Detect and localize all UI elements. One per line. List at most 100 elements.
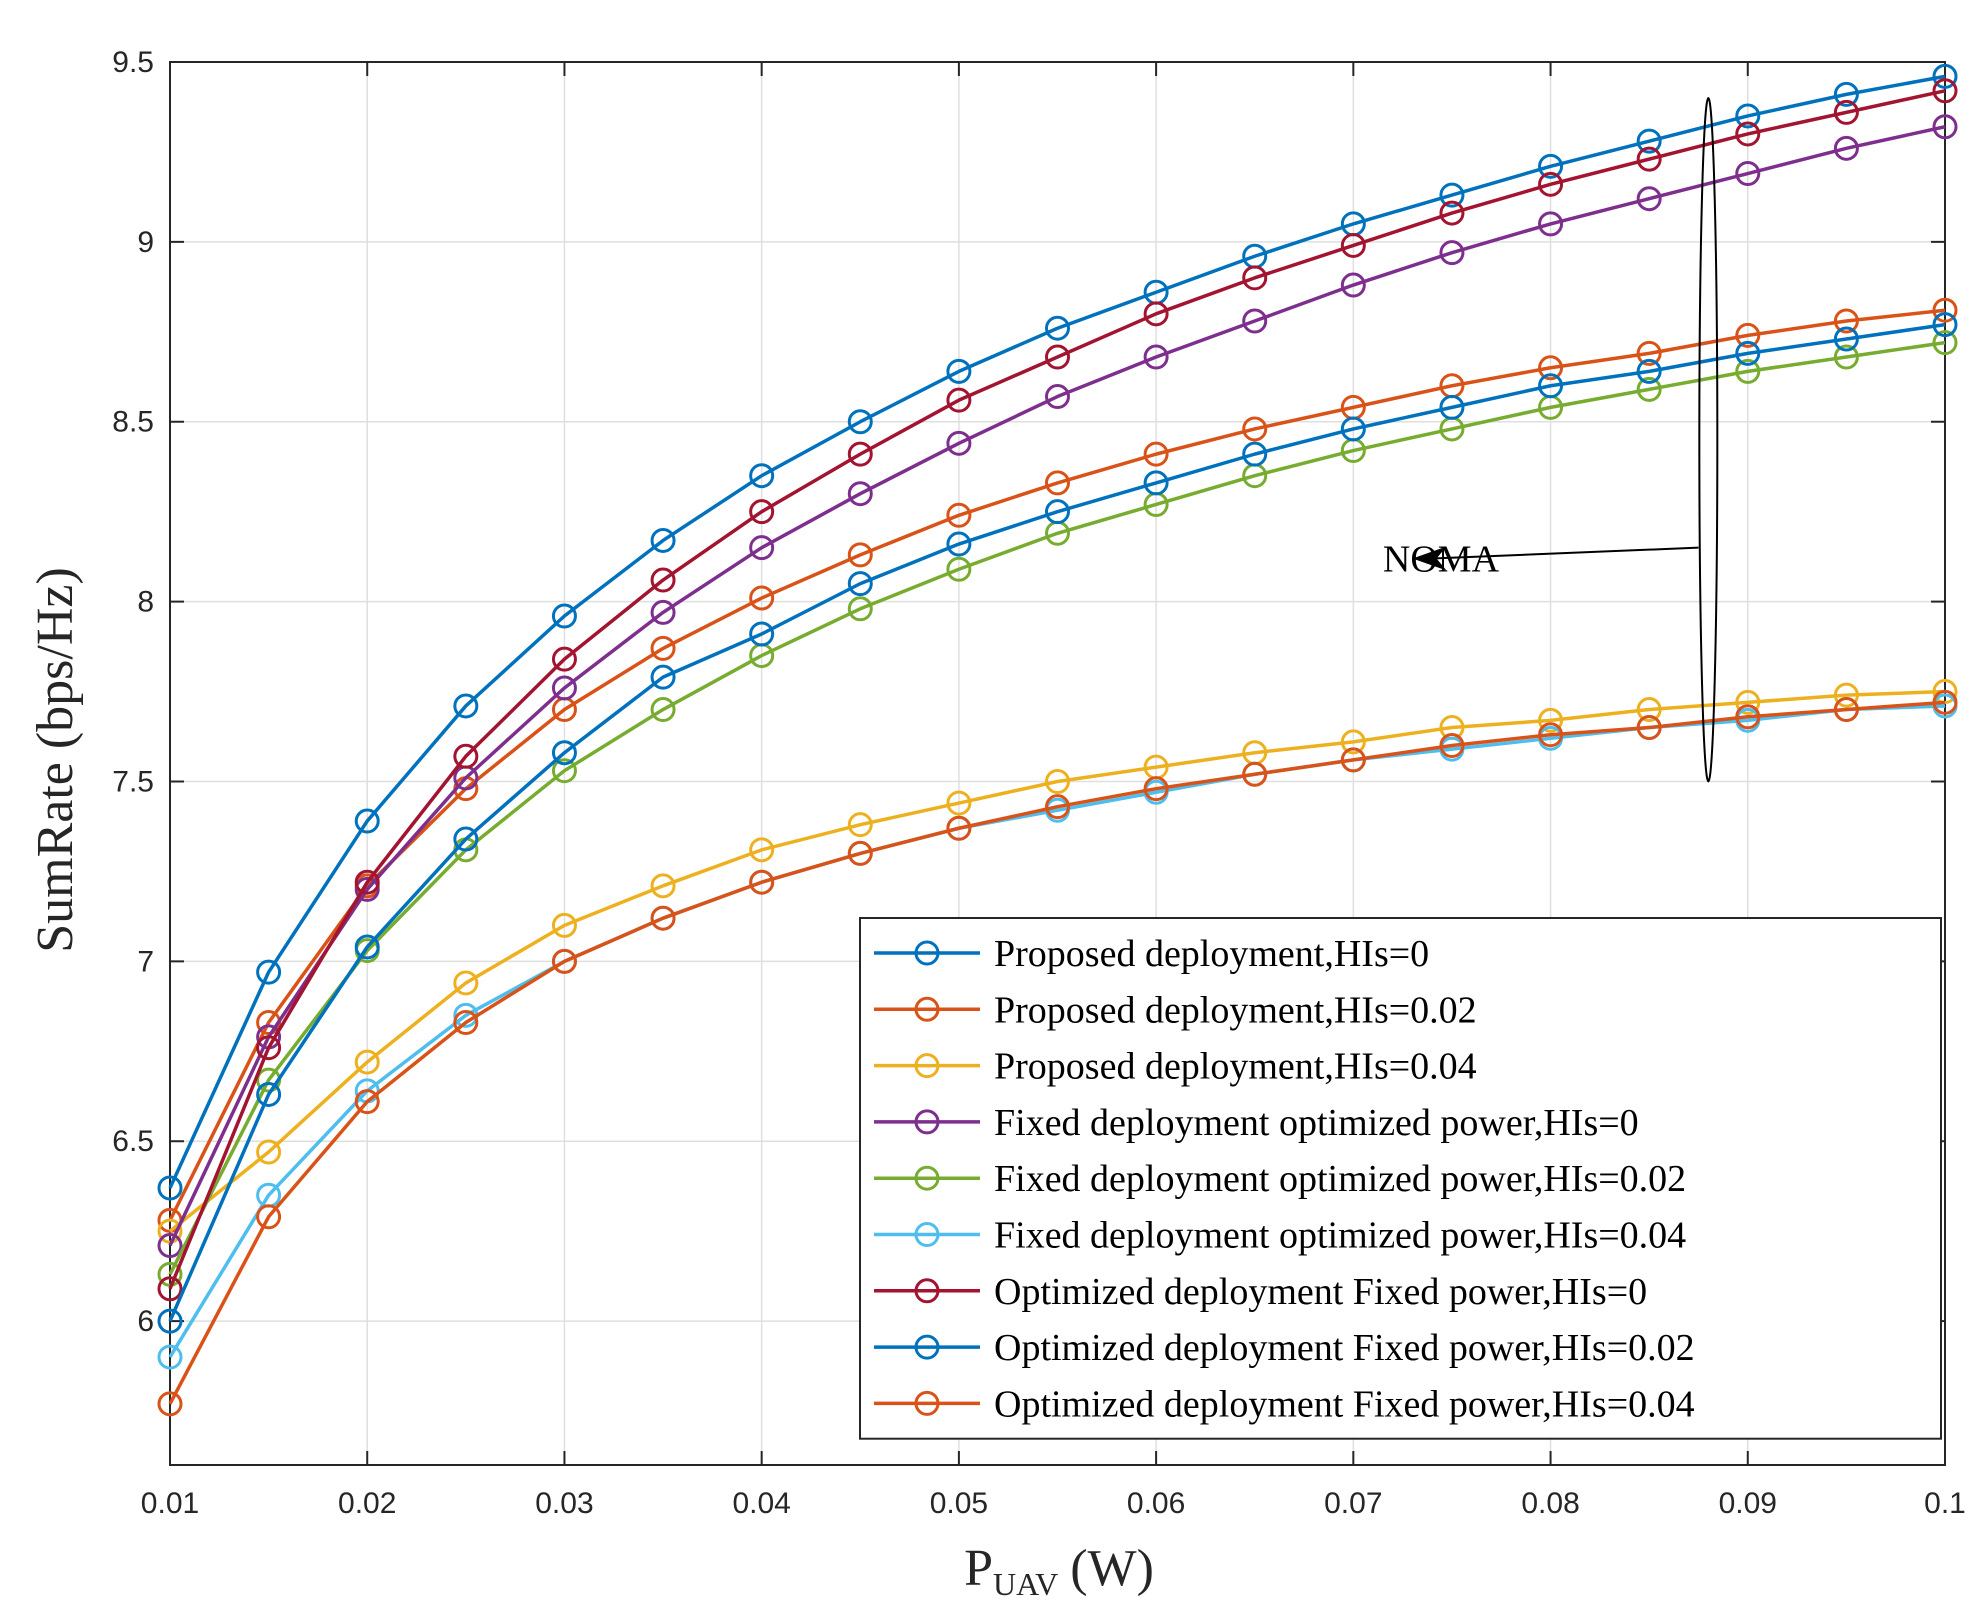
data-point (157, 1344, 183, 1370)
plot-frame (169, 61, 1946, 1466)
legend-swatch-marker (914, 1109, 940, 1135)
data-point (749, 535, 775, 561)
data-point (946, 387, 972, 413)
data-point (1636, 376, 1662, 402)
y-tick-label: 9 (137, 226, 154, 259)
data-point (1932, 63, 1958, 89)
data-point (256, 1139, 282, 1165)
data-point (1636, 697, 1662, 723)
legend-item: Optimized deployment Fixed power,HIs=0 (874, 1271, 1647, 1313)
data-point (1636, 358, 1662, 384)
data-point (1932, 689, 1958, 715)
legend-label: Proposed deployment,HIs=0 (994, 933, 1429, 975)
series-9 (157, 689, 1958, 1417)
legend-label: Optimized deployment Fixed power,HIs=0.0… (994, 1383, 1695, 1425)
data-point (1833, 326, 1859, 352)
data-point (1735, 161, 1761, 187)
data-point (453, 970, 479, 996)
data-point (1045, 470, 1070, 496)
data-point (1143, 301, 1169, 327)
data-point (1045, 794, 1070, 820)
y-tick-label: 7.5 (112, 765, 154, 798)
data-point (354, 1089, 380, 1115)
data-point (551, 912, 577, 938)
noma-arrowhead (1412, 546, 1447, 571)
data-point (650, 567, 676, 593)
data-point (1538, 153, 1564, 179)
data-point (256, 1081, 282, 1107)
x-axis-label-main: P (964, 1540, 993, 1597)
data-point (1735, 340, 1761, 366)
legend-swatch-marker (914, 996, 940, 1022)
data-point (1045, 344, 1070, 370)
legend-swatch-marker (914, 1222, 940, 1247)
data-point (650, 905, 676, 931)
x-tick-label: 0.01 (141, 1487, 199, 1520)
legend-swatch-marker (914, 1334, 940, 1360)
y-tick-label: 8 (137, 586, 154, 619)
legend-item: Proposed deployment,HIs=0 (874, 933, 1429, 975)
data-point (453, 743, 479, 769)
y-axis-label: SumRate (bps/Hz) (27, 567, 84, 953)
data-point (1045, 315, 1070, 341)
data-point (1439, 733, 1465, 759)
data-point (551, 675, 577, 701)
series-8 (157, 312, 1958, 1334)
data-point (354, 808, 380, 834)
data-point (354, 1049, 380, 1075)
tick-labels: 0.01 0.02 0.03 0.04 0.05 0.06 0.07 0.08 0.09 0.1 6… (112, 46, 1966, 1520)
data-point (1538, 722, 1564, 748)
legend-item: Proposed deployment,HIs=0.02 (874, 989, 1477, 1031)
data-point (847, 596, 873, 622)
data-point (1833, 81, 1859, 107)
data-point (847, 840, 873, 866)
series-line (168, 689, 1946, 1233)
legend-label: Proposed deployment,HIs=0.02 (994, 989, 1477, 1031)
data-point (946, 430, 972, 456)
data-point (1538, 373, 1564, 399)
data-point (847, 481, 873, 507)
data-point (946, 502, 972, 528)
legend-item: Proposed deployment,HIs=0.04 (874, 1046, 1477, 1088)
noma-arrow-line (1432, 546, 1699, 560)
data-point (1340, 272, 1366, 298)
series-line (168, 89, 1946, 1290)
data-point (1735, 322, 1761, 348)
data-point (1242, 761, 1268, 787)
data-point (1340, 232, 1366, 258)
data-point (749, 837, 775, 863)
data-point (1833, 99, 1859, 125)
y-tick-label: 7 (137, 945, 154, 978)
data-point (650, 635, 676, 661)
data-point (1143, 470, 1169, 496)
legend-label: Optimized deployment Fixed power,HIs=0.0… (994, 1327, 1695, 1369)
data-point (946, 790, 972, 816)
annotation: NOMA (1383, 96, 1719, 783)
data-point (354, 934, 380, 960)
series-line (168, 322, 1946, 1322)
data-point (1932, 330, 1958, 356)
x-axis-label: PUAV (W) (964, 1540, 1154, 1602)
data-point (1045, 499, 1070, 525)
axes (169, 61, 1946, 1466)
data-point (1636, 128, 1662, 154)
data-point (749, 869, 775, 895)
legend-item: Fixed deployment optimized power,HIs=0.0… (874, 1158, 1686, 1200)
data-point (1538, 211, 1564, 237)
data-point (1143, 344, 1169, 370)
data-point (650, 664, 676, 690)
legend-item: Optimized deployment Fixed power,HIs=0.0… (874, 1327, 1695, 1369)
series-line (168, 74, 1946, 1189)
data-point (157, 1308, 183, 1334)
data-point (1242, 265, 1268, 291)
data-point (157, 1175, 183, 1201)
data-point (1833, 135, 1859, 161)
data-point (157, 1233, 183, 1259)
legend-item: Fixed deployment optimized power,HIs=0.0… (874, 1215, 1686, 1257)
data-point (1636, 715, 1662, 741)
data-point (650, 697, 676, 723)
data-point (1932, 312, 1958, 338)
data-point (1833, 308, 1859, 334)
x-tick-label: 0.06 (1127, 1487, 1185, 1520)
data-point (1242, 308, 1268, 334)
